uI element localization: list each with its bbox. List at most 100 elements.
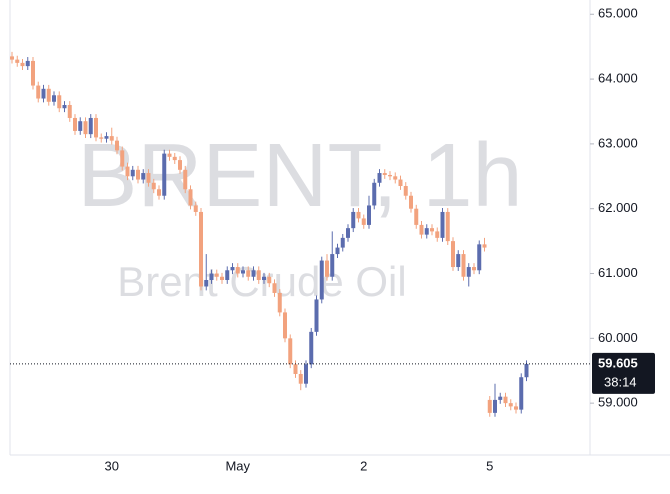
y-tick-label: 63.000: [598, 135, 638, 150]
candle-body: [367, 205, 371, 225]
candle-body: [225, 270, 230, 280]
candle-body: [482, 244, 487, 248]
candle-body: [330, 254, 335, 277]
candle-body: [167, 153, 172, 157]
candle-body: [62, 105, 67, 109]
candle-body: [424, 228, 429, 235]
candle-body: [304, 364, 308, 384]
candle-body: [456, 254, 461, 268]
candle-body: [115, 140, 119, 151]
candle-body: [256, 270, 261, 280]
countdown-label: 38:14: [604, 374, 637, 389]
candle-body: [246, 270, 251, 277]
candle-body: [298, 373, 303, 384]
candle-body: [10, 56, 14, 60]
last-price-label: 59.605: [598, 355, 638, 370]
candle-body: [314, 299, 319, 332]
candle-body: [178, 160, 182, 170]
candle-body: [109, 136, 114, 141]
y-tick-label: 65.000: [598, 6, 638, 21]
last-price-box: [592, 352, 655, 394]
candle-body: [209, 273, 214, 280]
candle-body: [472, 267, 476, 271]
candle-body: [361, 218, 366, 225]
candle-body: [351, 211, 356, 229]
candle-body: [519, 377, 524, 410]
candle-body: [146, 173, 151, 183]
candle-body: [346, 228, 350, 238]
candle-body: [104, 136, 109, 139]
candle-body: [388, 175, 392, 177]
candle-body: [157, 189, 161, 196]
candle-body: [52, 95, 56, 102]
candle-body: [498, 396, 503, 400]
candle-body: [493, 399, 497, 413]
x-tick-label: 30: [105, 458, 119, 473]
candle-body: [262, 276, 266, 280]
candle-body: [283, 312, 287, 339]
candle-body: [319, 260, 324, 300]
candle-body: [403, 186, 408, 196]
candle-body: [409, 195, 413, 209]
candle-body: [508, 403, 513, 407]
candle-body: [272, 283, 277, 293]
candle-body: [267, 276, 272, 284]
candle-body: [241, 270, 245, 274]
candle-body: [487, 399, 492, 413]
candle-body: [372, 182, 377, 206]
candle-body: [393, 176, 398, 180]
candle-body: [398, 179, 403, 187]
candle-body: [31, 60, 35, 86]
candle-body: [125, 166, 130, 177]
candle-body: [335, 247, 340, 255]
candle-body: [99, 137, 104, 139]
candle-body: [193, 205, 198, 212]
candle-body: [214, 273, 219, 277]
candle-body: [435, 231, 440, 238]
candle-body: [204, 280, 209, 287]
x-tick-label: 2: [360, 458, 367, 473]
candle-body: [94, 117, 98, 138]
candle-body: [466, 267, 471, 277]
y-tick-label: 62.000: [598, 200, 638, 215]
candle-body: [382, 173, 387, 175]
y-tick-label: 64.000: [598, 71, 638, 86]
candle-body: [36, 85, 41, 99]
candle-body: [288, 338, 293, 365]
candle-body: [46, 88, 51, 102]
candle-body: [188, 189, 193, 206]
candle-body: [477, 244, 482, 271]
x-tick-label: May: [225, 458, 250, 473]
candle-body: [293, 364, 298, 374]
candle-body: [414, 208, 419, 225]
candle-body: [419, 224, 424, 235]
candle-body: [199, 211, 203, 287]
candle-body: [430, 228, 434, 232]
candle-body: [25, 60, 30, 67]
candle-body: [41, 88, 46, 99]
watermark-subtitle: Brent Crude Oil: [117, 258, 406, 305]
candle-body: [461, 254, 466, 277]
candle-body: [377, 173, 382, 183]
candle-body: [277, 292, 282, 313]
candle-body: [183, 169, 188, 190]
candle-body: [141, 173, 146, 180]
candle-body: [88, 117, 93, 135]
candle-body: [340, 237, 345, 248]
y-tick-label: 60.000: [598, 330, 638, 345]
candle-body: [151, 182, 156, 190]
candle-body: [57, 95, 62, 109]
candle-body: [356, 211, 361, 219]
candle-body: [325, 260, 329, 277]
candle-body: [503, 396, 508, 404]
candle-body: [172, 156, 177, 161]
watermark: BRENT, 1h: [77, 126, 522, 226]
candle-body: [230, 267, 235, 271]
candle-body: [514, 406, 518, 410]
candle-body: [73, 117, 77, 131]
candle-body: [235, 267, 240, 274]
candle-body: [162, 153, 167, 196]
